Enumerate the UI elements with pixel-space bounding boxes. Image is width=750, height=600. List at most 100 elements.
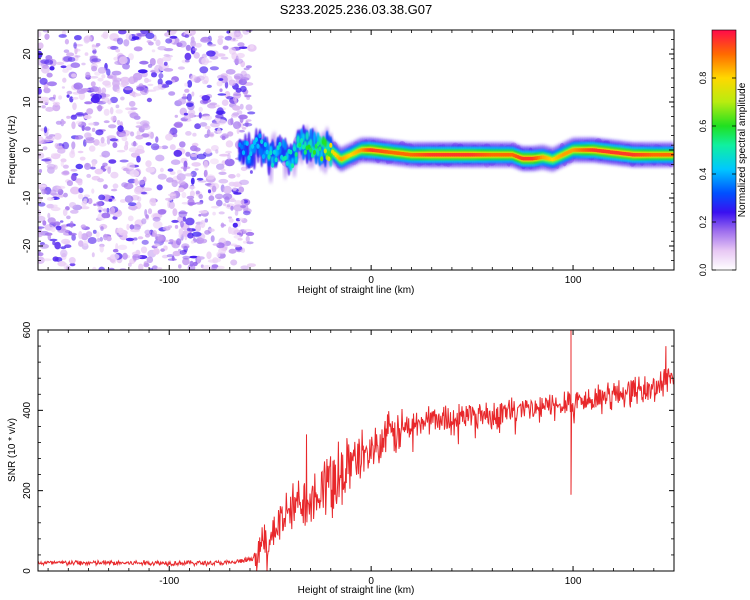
heatmap-noise-blob — [149, 58, 156, 66]
heatmap-noise-blob — [218, 211, 225, 215]
heatmap-noise-blob — [191, 162, 201, 167]
heatmap-noise-blob — [97, 178, 104, 183]
heatmap-noise-blob — [77, 150, 84, 154]
heatmap-noise-blob — [97, 86, 102, 95]
heatmap-noise-blob — [46, 72, 53, 78]
heatmap-noise-blob — [210, 235, 215, 243]
heatmap-noise-blob — [232, 222, 238, 228]
heatmap-ridge-cell — [307, 144, 311, 150]
heatmap-noise-blob — [240, 85, 247, 93]
heatmap-noise-blob — [58, 194, 65, 198]
heatmap-noise-blob — [208, 195, 215, 201]
heatmap-noise-blob — [147, 63, 153, 68]
heatmap-noise-blob — [217, 35, 224, 39]
heatmap-noise-blob — [216, 80, 223, 87]
heatmap-noise-blob — [234, 244, 241, 248]
heatmap-noise-blob — [184, 233, 188, 241]
heatmap-noise-blob — [209, 66, 219, 71]
heatmap-noise-blob — [60, 246, 67, 250]
heatmap-noise-blob — [201, 95, 211, 101]
heatmap-noise-blob — [132, 255, 143, 258]
heatmap-noise-blob — [207, 103, 217, 109]
heatmap-noise-blob — [93, 203, 97, 206]
heatmap-noise-blob — [101, 74, 106, 79]
heatmap-noise-blob — [217, 127, 221, 135]
heatmap-noise-blob — [237, 238, 243, 241]
heatmap-noise-blob — [186, 102, 194, 108]
heatmap-noise-blob — [85, 231, 93, 238]
heatmap-noise-blob — [233, 58, 244, 64]
heatmap-noise-blob — [185, 217, 195, 226]
heatmap-noise-blob — [231, 113, 239, 118]
heatmap-noise-blob — [73, 42, 77, 49]
heatmap-noise-blob — [219, 239, 227, 243]
heatmap-noise-blob — [41, 105, 46, 109]
heatmap-noise-blob — [122, 252, 128, 260]
heatmap-noise-blob — [84, 126, 91, 131]
heatmap-noise-blob — [38, 252, 44, 257]
heatmap-noise-blob — [115, 104, 120, 109]
heatmap-noise-blob — [56, 185, 66, 190]
heatmap-noise-blob — [107, 166, 111, 174]
heatmap-ridge-cell — [249, 151, 253, 157]
heatmap-noise-blob — [71, 141, 76, 150]
heatmap-noise-blob — [207, 189, 212, 194]
heatmap-noise-blob — [224, 36, 232, 41]
heatmap-noise-blob — [50, 189, 57, 196]
heatmap-noise-blob — [191, 91, 195, 97]
heatmap-noise-blob — [71, 73, 77, 78]
heatmap-noise-blob — [217, 74, 226, 80]
heatmap-noise-blob — [209, 158, 219, 165]
heatmap-noise-blob — [187, 202, 197, 206]
heatmap-noise-blob — [205, 174, 216, 180]
heatmap-noise-blob — [123, 39, 130, 47]
heatmap-noise-blob — [198, 194, 203, 199]
heatmap-noise-blob — [201, 115, 210, 121]
heatmap-noise-blob — [244, 94, 252, 98]
heatmap-noise-blob — [64, 38, 69, 45]
heatmap-noise-blob — [46, 197, 55, 201]
heatmap-noise-blob — [131, 207, 136, 211]
heatmap-noise-blob — [177, 98, 187, 105]
colorbar-frame — [711, 29, 737, 271]
heatmap-noise-blob — [112, 142, 118, 148]
y-tick-label: 0 — [22, 147, 33, 153]
heatmap-noise-blob — [199, 66, 209, 74]
heatmap-noise-blob — [52, 256, 59, 262]
heatmap-noise-blob — [189, 190, 195, 197]
heatmap-noise-blob — [184, 88, 190, 93]
snr-panel: -100 0 100 0 200 400 600 Height of straight l… — [7, 321, 675, 596]
heatmap-noise-blob — [120, 82, 128, 88]
heatmap-noise-blob — [112, 79, 120, 88]
heatmap-noise-blob — [135, 135, 144, 140]
heatmap-noise-blob — [146, 97, 152, 103]
heatmap-noise-blob — [70, 168, 78, 172]
heatmap-noise-blob — [62, 56, 73, 62]
heatmap-noise-blob — [239, 103, 244, 110]
heatmap-noise-blob — [89, 76, 99, 79]
heatmap-noise-blob — [52, 103, 61, 112]
heatmap-noise-blob — [169, 171, 176, 175]
heatmap-noise-blob — [136, 86, 145, 91]
heatmap-noise-blob — [38, 169, 43, 173]
heatmap-noise-blob — [95, 201, 103, 207]
colorbar-ticks: 0.0 0.2 0.4 0.6 0.8 — [698, 72, 736, 276]
heatmap-noise-blob — [240, 77, 250, 81]
heatmap-noise-blob — [110, 171, 119, 179]
heatmap-noise-blob — [141, 218, 147, 225]
heatmap-noise-blob — [147, 83, 154, 87]
heatmap-noise-blob — [51, 99, 55, 103]
heatmap-noise-blob — [165, 197, 173, 201]
heatmap-noise-blob — [46, 203, 55, 209]
heatmap-noise-blob — [166, 177, 174, 183]
y-tick-label: 400 — [22, 402, 33, 419]
heatmap-noise-blob — [182, 257, 190, 266]
heatmap-noise-blob — [54, 143, 60, 149]
heatmap-noise-blob — [237, 42, 245, 47]
heatmap-noise-blob — [179, 141, 186, 148]
heatmap-noise-blob — [230, 205, 234, 211]
colorbar-tick-label: 0.4 — [698, 168, 708, 181]
heatmap-ridge-cell — [289, 149, 293, 155]
heatmap-noise-blob — [187, 232, 194, 239]
